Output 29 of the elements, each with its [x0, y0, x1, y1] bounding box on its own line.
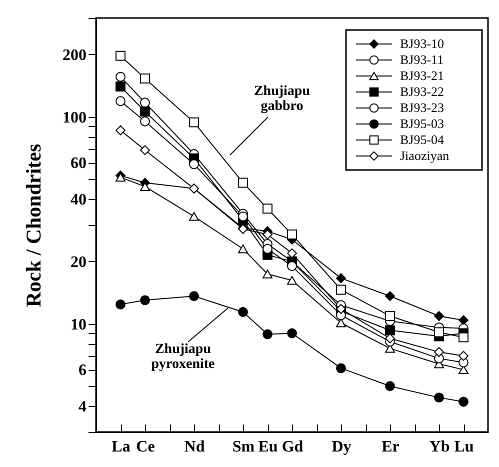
x-tick-label: Lu	[454, 438, 474, 456]
x-tick-label: Gd	[282, 438, 304, 456]
legend-label: BJ93-21	[400, 68, 444, 83]
x-tick-label: La	[112, 438, 130, 456]
legend-label: BJ95-03	[400, 116, 444, 131]
y-tick-label: 60	[70, 155, 86, 172]
legend-label: BJ93-23	[400, 100, 444, 115]
y-tick-label: 100	[62, 109, 86, 126]
legend-label: Jiaoziyan	[400, 148, 450, 163]
legend-label: BJ93-22	[400, 84, 444, 99]
y-tick-label: 4	[78, 398, 86, 416]
x-tick-label: Sm	[232, 438, 256, 456]
x-tick-label: Er	[382, 438, 400, 456]
y-tick-label: 6	[78, 362, 86, 380]
y-tick-label: 20	[70, 254, 86, 271]
legend-label: BJ93-11	[400, 52, 444, 67]
x-tick-label: Yb	[429, 438, 450, 456]
y-tick-label: 10	[70, 316, 86, 334]
y-axis-title: Rock / Chondrites	[22, 144, 46, 308]
x-tick-label: Eu	[258, 438, 278, 456]
x-tick-label: Dy	[332, 438, 352, 456]
y-tick-label: 200	[62, 46, 86, 64]
x-tick-label: Ce	[136, 438, 155, 456]
legend-label: BJ95-04	[400, 132, 445, 147]
legend-label: BJ93-10	[400, 36, 444, 51]
x-tick-label: Nd	[184, 438, 205, 456]
annotation: Zhujiapu pyroxenite	[151, 342, 215, 372]
annotation: Zhujiapu gabbro	[254, 84, 310, 114]
y-tick-label: 40	[70, 192, 86, 209]
